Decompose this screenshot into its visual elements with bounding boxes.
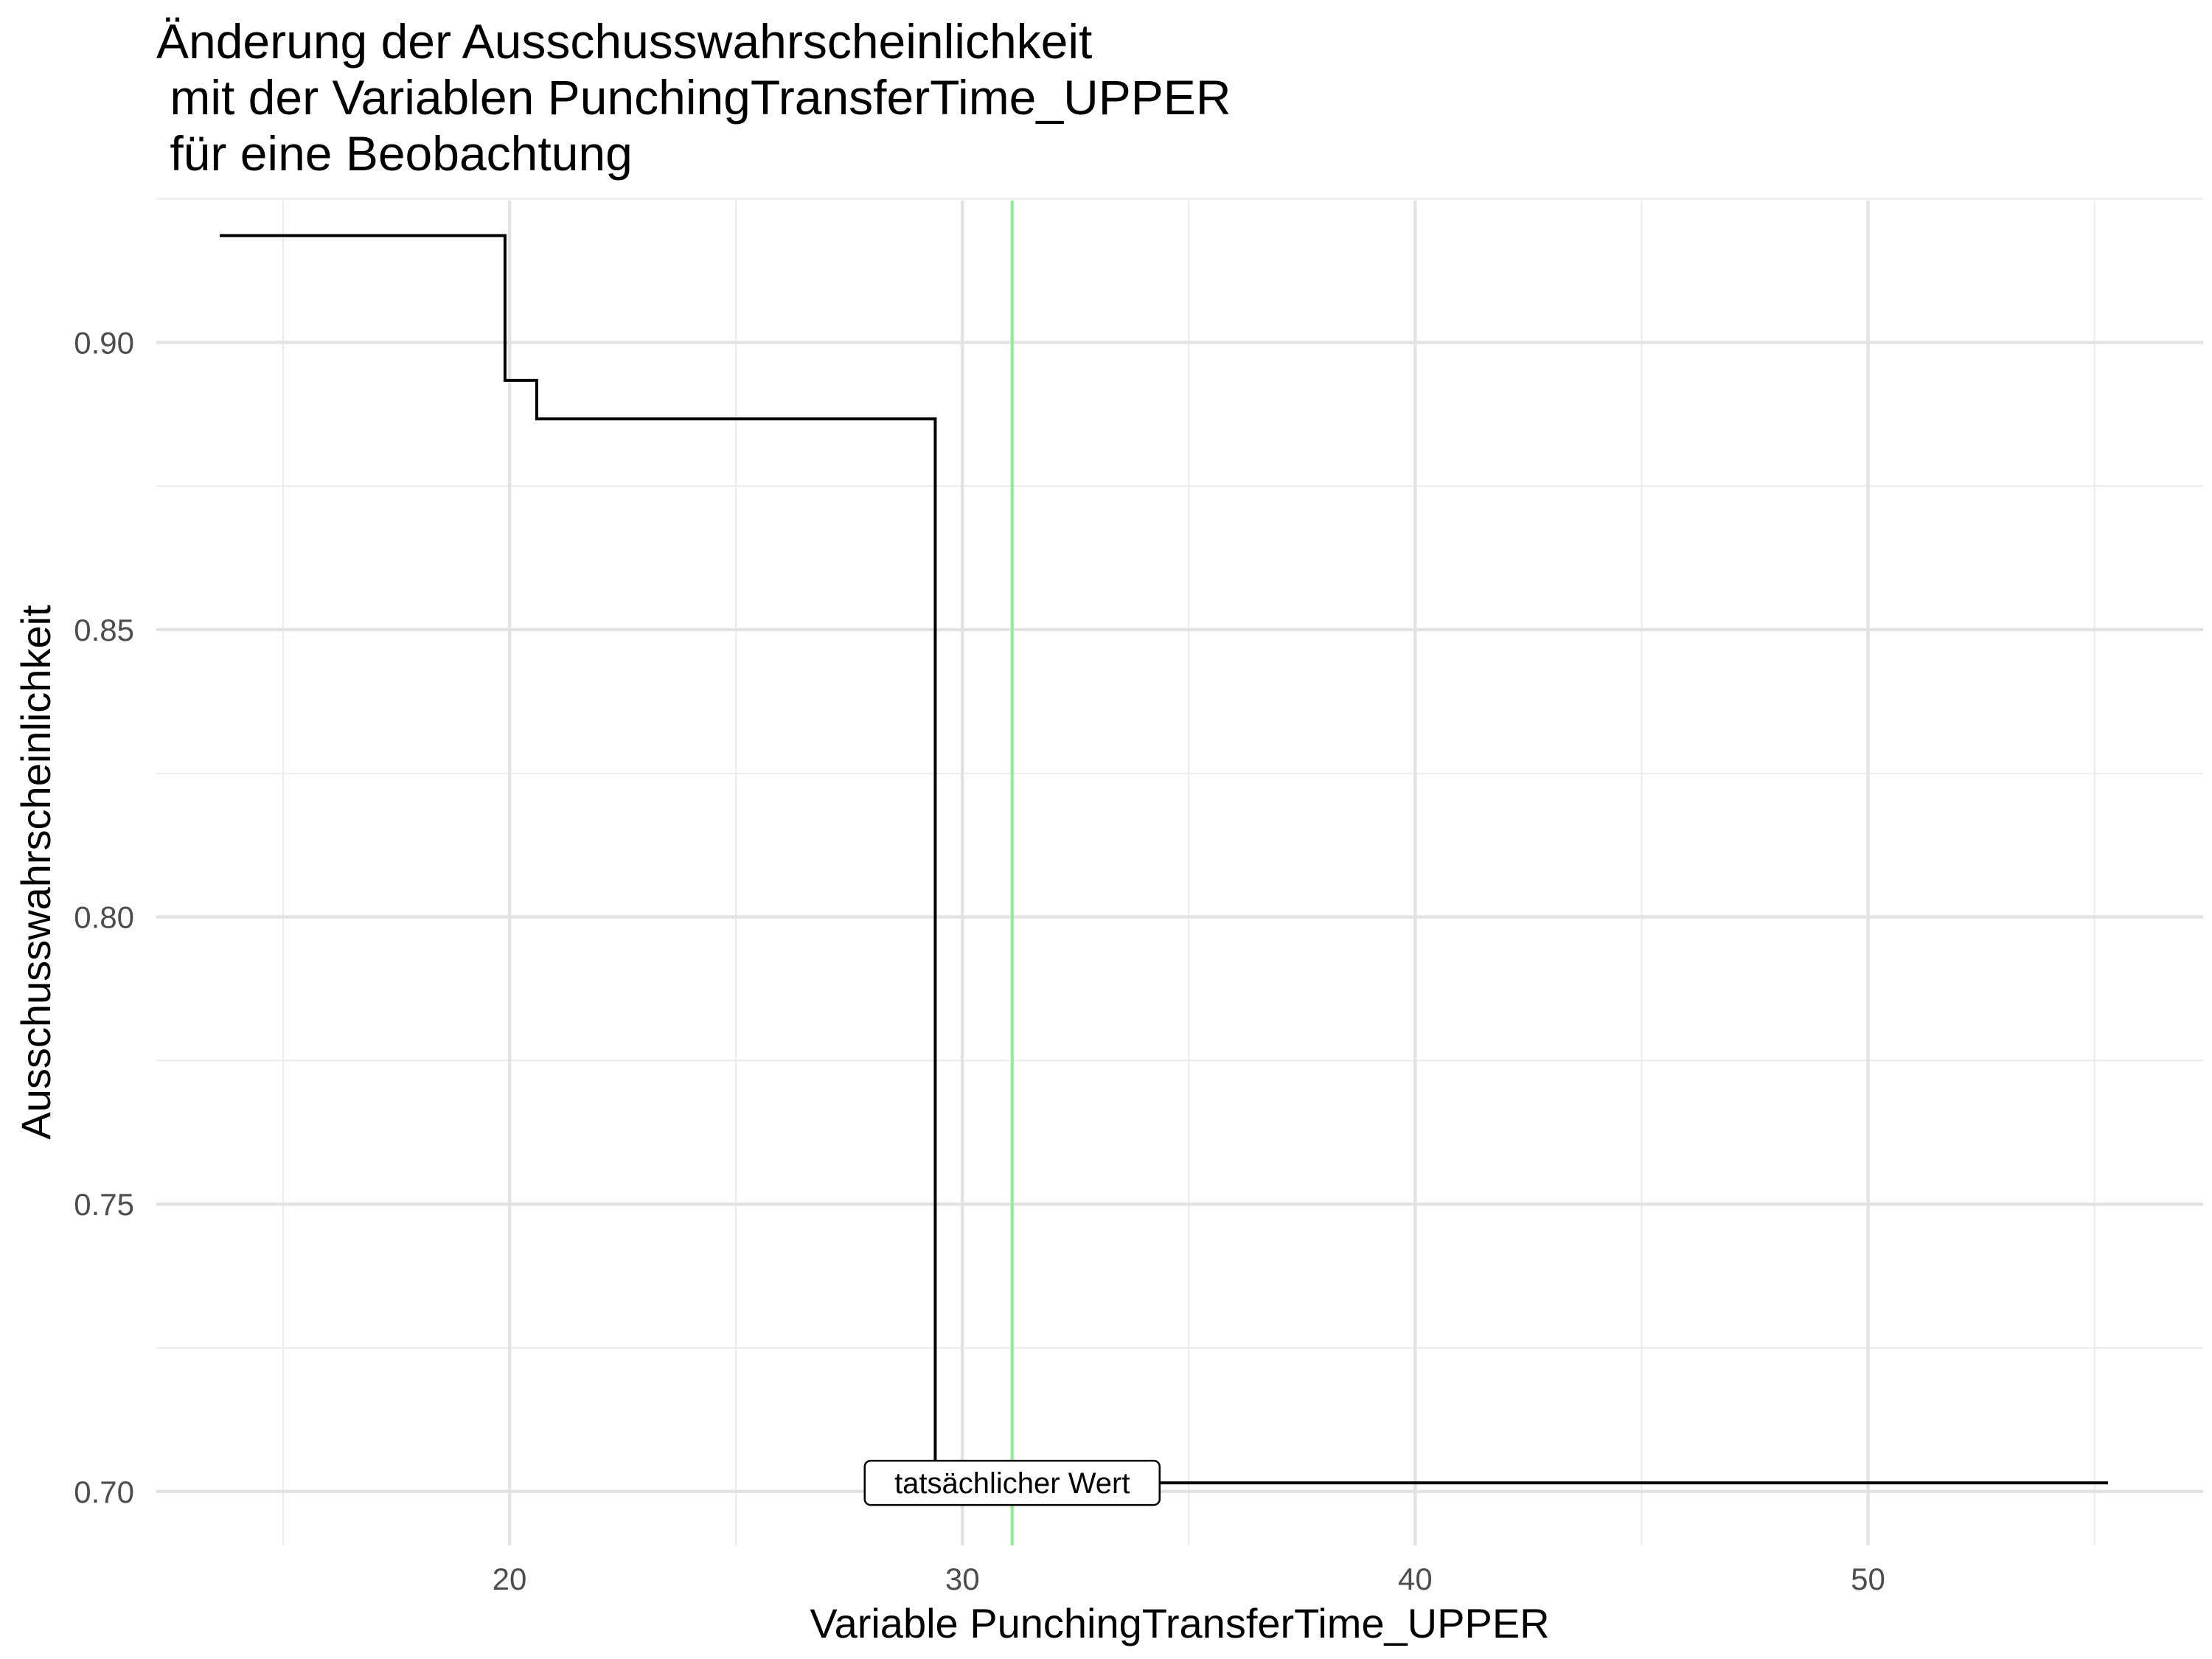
series-line [220,234,2108,1485]
x-tick-label: 20 [493,1562,527,1596]
x-axis-label: Variable PunchingTransferTime_UPPER [810,1600,1549,1646]
minor-gridlines [156,198,2203,1545]
x-tick-label: 40 [1398,1562,1433,1596]
x-tick-label: 30 [945,1562,980,1596]
y-tick-label: 0.70 [74,1475,134,1509]
reference-label-group: tatsächlicher Wert [863,1459,1161,1506]
reference-label-box [863,1459,1161,1506]
series-group [220,234,2108,1485]
y-tick-labels: 0.70 0.75 0.80 0.85 0.90 [74,325,134,1509]
chart-title-line-1: Änderung der Ausschusswahrscheinlichkeit [156,14,1093,69]
y-tick-label: 0.85 [74,613,134,647]
x-tick-label: 50 [1851,1562,1885,1596]
major-gridlines [156,201,2203,1545]
x-tick-labels: 20 30 40 50 [493,1562,1885,1596]
y-tick-label: 0.80 [74,900,134,935]
chart-title-line-3: für eine Beobachtung [156,126,633,181]
reference-label: tatsächlicher Wert [894,1467,1130,1500]
y-tick-label: 0.75 [74,1187,134,1222]
chart-title-line-2: mit der Variablen PunchingTransferTime_U… [156,70,1231,125]
y-tick-label: 0.90 [74,325,134,360]
y-axis-label: Ausschusswahrscheinlichkeit [13,605,59,1140]
